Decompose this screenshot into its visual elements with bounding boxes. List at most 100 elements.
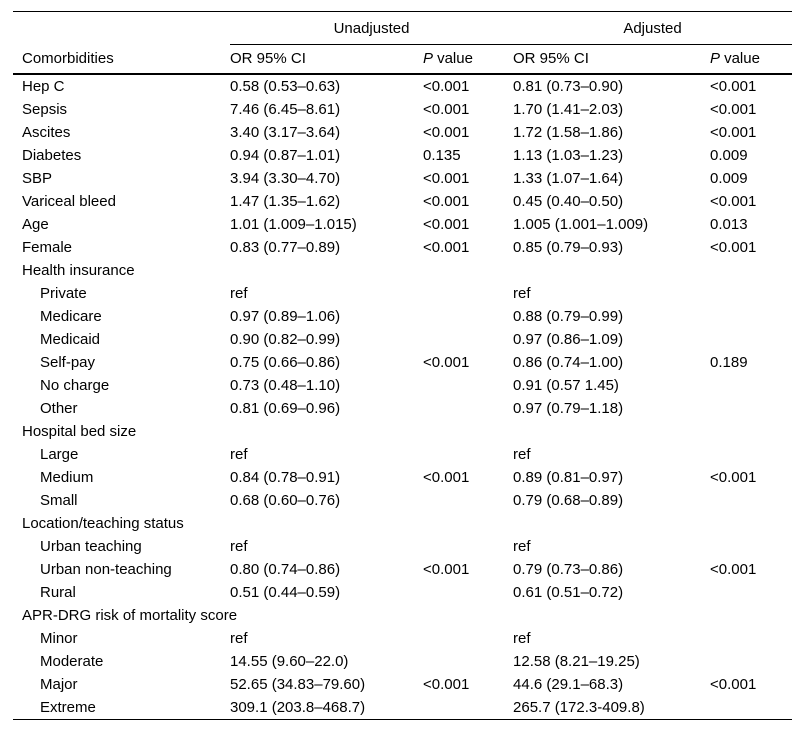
unadjusted-p-cell — [423, 604, 513, 627]
adjusted-p-cell — [710, 604, 792, 627]
adjusted-p-cell — [710, 374, 792, 397]
comorbidity-cell: Hospital bed size — [22, 422, 137, 440]
unadjusted-or-cell: 0.80 (0.74–0.86) — [230, 560, 341, 578]
unadjusted-or-cell: 0.51 (0.44–0.59) — [230, 583, 341, 601]
adjusted-or-cell: 0.88 (0.79–0.99) — [513, 307, 624, 325]
adjusted-or-cell: 0.85 (0.79–0.93) — [513, 238, 624, 256]
comorbidity-cell: Major — [40, 675, 78, 693]
adjusted-or-cell: ref — [513, 284, 531, 302]
adjusted-or-cell: 44.6 (29.1–68.3) — [513, 675, 624, 693]
comorbidity-cell: Large — [40, 445, 79, 463]
adjusted-p-cell — [710, 259, 792, 282]
table-row: Rural 0.51 (0.44–0.59) 0.61 (0.51–0.72) — [13, 581, 792, 604]
adjusted-or-cell: 1.72 (1.58–1.86) — [513, 123, 624, 141]
comorbidity-cell: Medicare — [40, 307, 102, 325]
table-row: Major 52.65 (34.83–79.60) <0.001 44.6 (29.1… — [13, 673, 792, 696]
adjusted-p-cell: 0.013 — [710, 215, 748, 233]
comorbidity-cell: Ascites — [22, 123, 71, 141]
adjusted-p-cell — [710, 535, 792, 558]
unadjusted-or-cell: 0.81 (0.69–0.96) — [230, 399, 341, 417]
unadjusted-p-cell: <0.001 — [423, 77, 470, 95]
unadjusted-p-cell — [423, 696, 513, 720]
unadjusted-or-cell: 0.97 (0.89–1.06) — [230, 307, 341, 325]
comorbidity-cell: Private — [40, 284, 87, 302]
comorbidity-cell: Diabetes — [22, 146, 82, 164]
adjusted-or-cell: 0.79 (0.73–0.86) — [513, 560, 624, 578]
unadjusted-or-cell: 52.65 (34.83–79.60) — [230, 675, 366, 693]
table-row: APR-DRG risk of mortality score — [13, 604, 792, 627]
unadjusted-p-cell — [423, 420, 513, 443]
adjusted-or-cell: 0.45 (0.40–0.50) — [513, 192, 624, 210]
adjusted-p-cell — [710, 282, 792, 305]
table-row: Private ref ref — [13, 282, 792, 305]
unadjusted-p-cell — [423, 535, 513, 558]
comorbidity-cell: Health insurance — [22, 261, 135, 279]
unadjusted-or-cell: 3.40 (3.17–3.64) — [230, 123, 341, 141]
table-row: Ascites 3.40 (3.17–3.64) <0.001 1.72 (1.58–… — [13, 121, 792, 144]
comorbidity-cell: Hep C — [22, 77, 65, 95]
unadjusted-p-cell: <0.001 — [423, 675, 470, 693]
unadjusted-or-cell: 309.1 (203.8–468.7) — [230, 698, 366, 716]
adjusted-or-cell: ref — [513, 445, 531, 463]
adjusted-or-cell: 0.61 (0.51–0.72) — [513, 583, 624, 601]
adjusted-p-cell: 0.009 — [710, 146, 748, 164]
adjusted-p-cell — [710, 489, 792, 512]
adjusted-p-cell: <0.001 — [710, 675, 757, 693]
adjusted-or-cell: 0.79 (0.68–0.89) — [513, 491, 624, 509]
unadjusted-p-cell: <0.001 — [423, 353, 470, 371]
adjusted-or-cell: ref — [513, 537, 531, 555]
table-row: Extreme 309.1 (203.8–468.7) 265.7 (172.3-4… — [13, 696, 792, 720]
adjusted-p-cell — [710, 305, 792, 328]
unadjusted-p-cell: <0.001 — [423, 123, 470, 141]
table-body: Hep C 0.58 (0.53–0.63) <0.001 0.81 (0.73–0.… — [13, 74, 792, 720]
table-row: Hospital bed size — [13, 420, 792, 443]
unadjusted-or-cell — [230, 604, 423, 627]
adjusted-p-cell — [710, 512, 792, 535]
table-row: Large ref ref — [13, 443, 792, 466]
adjusted-p-cell — [710, 397, 792, 420]
unadjusted-p-cell — [423, 282, 513, 305]
unadjusted-or-cell: ref — [230, 284, 248, 302]
comorbidity-cell: Extreme — [40, 698, 96, 716]
column-header-unadjusted-or-ci: OR 95% CI — [230, 44, 423, 75]
table-row: Small 0.68 (0.60–0.76) 0.79 (0.68–0.89) — [13, 489, 792, 512]
table-row: No charge 0.73 (0.48–1.10) 0.91 (0.57 1.45… — [13, 374, 792, 397]
comorbidity-cell: No charge — [40, 376, 110, 394]
comorbidity-cell: Medium — [40, 468, 94, 486]
table-row: SBP 3.94 (3.30–4.70) <0.001 1.33 (1.07–1.64… — [13, 167, 792, 190]
adjusted-or-cell — [513, 420, 710, 443]
comorbidity-cell: Sepsis — [22, 100, 68, 118]
unadjusted-p-cell: <0.001 — [423, 468, 470, 486]
table-row: Other 0.81 (0.69–0.96) 0.97 (0.79–1.18) — [13, 397, 792, 420]
unadjusted-or-cell: ref — [230, 445, 248, 463]
adjusted-p-cell: <0.001 — [710, 560, 757, 578]
unadjusted-p-cell: <0.001 — [423, 192, 470, 210]
unadjusted-p-cell: <0.001 — [423, 215, 470, 233]
table-row: Self-pay 0.75 (0.66–0.86) <0.001 0.86 (0.74… — [13, 351, 792, 374]
adjusted-or-cell: 12.58 (8.21–19.25) — [513, 652, 640, 670]
unadjusted-or-cell: 1.47 (1.35–1.62) — [230, 192, 341, 210]
odds-ratio-table: Unadjusted Adjusted Comorbidities OR 95%… — [13, 11, 793, 720]
unadjusted-or-cell: 0.84 (0.78–0.91) — [230, 468, 341, 486]
unadjusted-or-cell: 0.75 (0.66–0.86) — [230, 353, 341, 371]
comorbidity-cell: Location/teaching status — [22, 514, 184, 532]
adjusted-or-cell: 0.86 (0.74–1.00) — [513, 353, 624, 371]
unadjusted-p-cell — [423, 397, 513, 420]
unadjusted-p-cell — [423, 489, 513, 512]
comorbidity-cell: Age — [22, 215, 49, 233]
group-header-spacer — [13, 12, 230, 45]
unadjusted-or-cell: 0.83 (0.77–0.89) — [230, 238, 341, 256]
adjusted-or-cell — [513, 512, 710, 535]
group-header-unadjusted: Unadjusted — [230, 11, 514, 45]
comorbidity-cell: Variceal bleed — [22, 192, 116, 210]
comorbidity-cell: Urban teaching — [40, 537, 142, 555]
comorbidity-cell: Small — [40, 491, 78, 509]
adjusted-or-cell — [513, 259, 710, 282]
unadjusted-p-cell — [423, 512, 513, 535]
adjusted-p-cell — [710, 650, 792, 673]
unadjusted-p-cell — [423, 305, 513, 328]
adjusted-p-cell: <0.001 — [710, 77, 757, 95]
